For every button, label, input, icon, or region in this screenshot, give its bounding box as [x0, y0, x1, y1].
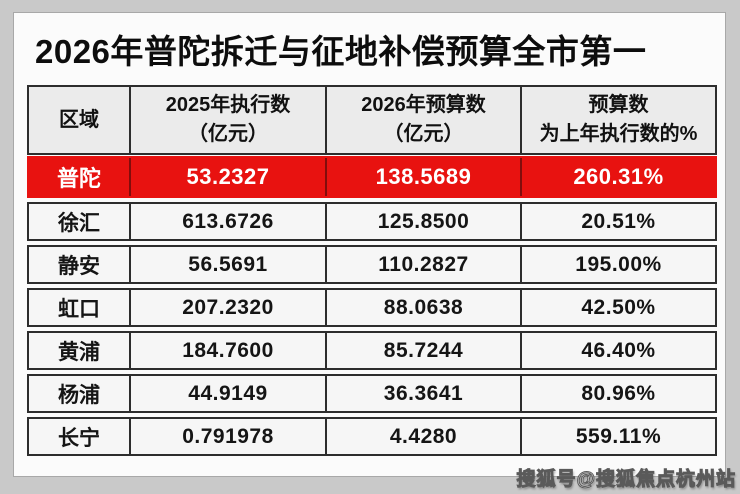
cell-budget-2026: 110.2827: [325, 247, 520, 282]
page-title: 2026年普陀拆迁与征地补偿预算全市第一: [35, 33, 647, 70]
table-row-yangpu: 杨浦 44.9149 36.3641 80.96%: [27, 374, 717, 413]
infographic-card: 2026年普陀拆迁与征地补偿预算全市第一 区域 2025年执行数 （亿元） 20…: [13, 12, 726, 477]
cell-budget-2026: 36.3641: [325, 376, 520, 411]
cell-percent: 46.40%: [520, 333, 715, 368]
cell-exec-2025: 56.5691: [129, 247, 325, 282]
header-cell-percent: 预算数 为上年执行数的%: [520, 87, 715, 153]
cell-percent: 80.96%: [520, 376, 715, 411]
table-row-hongkou: 虹口 207.2320 88.0638 42.50%: [27, 288, 717, 327]
cell-percent: 260.31%: [520, 158, 715, 196]
header-label-budget-line2: （亿元）: [383, 123, 464, 145]
table-row-huangpu: 黄浦 184.7600 85.7244 46.40%: [27, 331, 717, 370]
header-label-exec-line2: （亿元）: [188, 123, 268, 145]
header-label-budget-line1: 2026年预算数: [361, 94, 486, 116]
header-cell-budget-2026: 2026年预算数 （亿元）: [325, 87, 520, 153]
table-row-putuo: 普陀 53.2327 138.5689 260.31%: [27, 156, 717, 198]
header-label-percent-line1: 预算数: [588, 94, 649, 116]
cell-budget-2026: 4.4280: [325, 419, 520, 454]
cell-region: 杨浦: [58, 383, 100, 407]
cell-percent: 559.11%: [520, 419, 715, 454]
cell-exec-2025: 613.6726: [129, 204, 325, 239]
cell-percent: 42.50%: [520, 290, 715, 325]
header-label-region: 区域: [59, 108, 99, 131]
cell-budget-2026: 88.0638: [325, 290, 520, 325]
cell-percent: 195.00%: [520, 247, 715, 282]
cell-exec-2025: 207.2320: [129, 290, 325, 325]
cell-exec-2025: 0.791978: [129, 419, 325, 454]
cell-exec-2025: 184.7600: [129, 333, 325, 368]
cell-budget-2026: 138.5689: [325, 158, 520, 196]
cell-region: 静安: [58, 254, 100, 278]
table-header-row: 区域 2025年执行数 （亿元） 2026年预算数 （亿元） 预算数 为上年执行…: [27, 85, 717, 155]
cell-region: 长宁: [58, 426, 100, 450]
cell-budget-2026: 85.7244: [325, 333, 520, 368]
header-label-exec-line1: 2025年执行数: [165, 94, 291, 116]
cell-percent: 20.51%: [520, 204, 715, 239]
cell-region: 普陀: [56, 166, 101, 191]
header-cell-exec-2025: 2025年执行数 （亿元）: [129, 87, 325, 153]
cell-budget-2026: 125.8500: [325, 204, 520, 239]
table-row-xuhui: 徐汇 613.6726 125.8500 20.51%: [27, 202, 717, 241]
cell-region: 黄浦: [58, 340, 100, 364]
budget-table: 区域 2025年执行数 （亿元） 2026年预算数 （亿元） 预算数 为上年执行…: [27, 85, 717, 456]
header-label-percent-line2: 为上年执行数的%: [539, 123, 698, 145]
table-row-changning: 长宁 0.791978 4.4280 559.11%: [27, 417, 717, 456]
cell-exec-2025: 44.9149: [129, 376, 325, 411]
cell-region: 虹口: [58, 297, 100, 321]
table-row-jingan: 静安 56.5691 110.2827 195.00%: [27, 245, 717, 284]
cell-exec-2025: 53.2327: [129, 158, 325, 196]
watermark-sohu: 搜狐号@搜狐焦点杭州站: [516, 469, 736, 491]
cell-region: 徐汇: [58, 211, 100, 235]
header-cell-region: 区域: [29, 87, 129, 153]
